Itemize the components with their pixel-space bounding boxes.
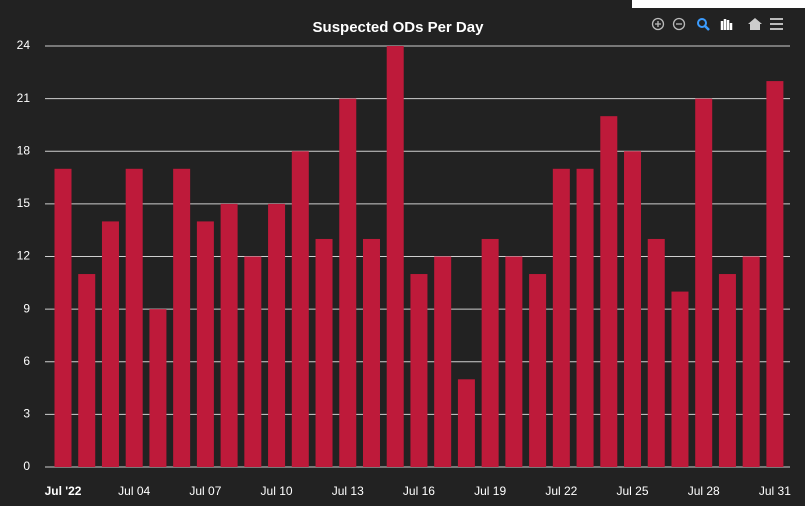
bar <box>742 256 760 467</box>
home[interactable] <box>748 18 762 30</box>
x-tick-label: Jul 07 <box>189 484 221 498</box>
y-tick-label: 12 <box>17 249 31 263</box>
bar <box>671 291 689 467</box>
zoom-in-sign <box>655 21 661 27</box>
bar <box>481 238 499 467</box>
bar <box>78 274 96 467</box>
y-tick-label: 0 <box>23 459 30 473</box>
x-tick-label: Jul 10 <box>261 484 293 498</box>
bar <box>457 379 475 467</box>
x-tick-label: Jul 22 <box>545 484 577 498</box>
y-tick-label: 21 <box>17 91 31 105</box>
zoom-handle <box>704 25 710 31</box>
y-tick-label: 15 <box>17 196 31 210</box>
x-tick-label: Jul 04 <box>118 484 150 498</box>
top-strip <box>632 0 805 8</box>
bar <box>268 203 286 467</box>
y-tick-label: 9 <box>23 301 30 315</box>
bar <box>149 309 167 467</box>
bar <box>647 238 665 467</box>
menu[interactable] <box>770 18 783 30</box>
bar <box>54 168 72 467</box>
bar <box>529 274 547 467</box>
bar <box>315 238 333 467</box>
bar <box>386 46 404 467</box>
x-tick-label: Jul 16 <box>403 484 435 498</box>
bar <box>101 221 119 467</box>
y-tick-label: 6 <box>23 354 30 368</box>
bar <box>173 168 191 467</box>
bar <box>244 256 262 467</box>
toolbar[interactable] <box>651 17 784 31</box>
x-tick-label: Jul '22 <box>45 484 82 498</box>
bar <box>196 221 214 467</box>
bar <box>220 203 238 467</box>
y-tick-label: 24 <box>17 38 31 52</box>
chart-title: Suspected ODs Per Day <box>313 19 485 36</box>
bar <box>339 98 357 467</box>
bar <box>125 168 143 467</box>
bar <box>505 256 523 467</box>
bar <box>766 81 784 467</box>
x-tick-label: Jul 19 <box>474 484 506 498</box>
bar <box>718 274 736 467</box>
bar <box>624 151 642 467</box>
pan[interactable] <box>720 19 733 30</box>
x-tick-label: Jul 28 <box>688 484 720 498</box>
bar <box>434 256 452 467</box>
x-tick-label: Jul 13 <box>332 484 364 498</box>
x-tick-label: Jul 31 <box>759 484 791 498</box>
y-tick-label: 3 <box>23 407 30 421</box>
bar <box>576 168 594 467</box>
zoom-in[interactable] <box>651 17 665 31</box>
bar <box>600 116 618 468</box>
zoom-select[interactable] <box>697 18 707 28</box>
bar <box>552 168 570 467</box>
zoom-out[interactable] <box>672 17 686 31</box>
bar <box>291 151 309 467</box>
x-tick-label: Jul 25 <box>617 484 649 498</box>
bar <box>362 238 380 467</box>
bar <box>410 274 428 467</box>
bar <box>695 98 713 467</box>
y-tick-label: 18 <box>17 143 31 157</box>
